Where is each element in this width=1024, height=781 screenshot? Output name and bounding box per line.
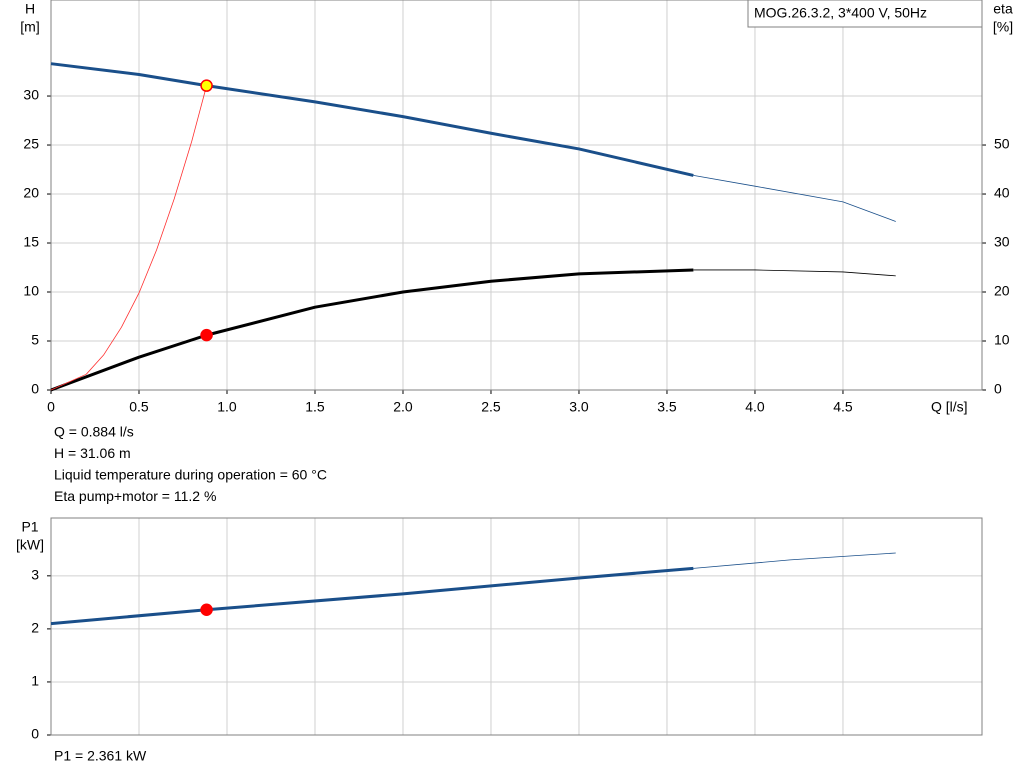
x-tick-label: 1.5 [305, 399, 325, 415]
curve [693, 269, 896, 277]
y2-tick-label: 30 [994, 234, 1010, 250]
y-tick-label: 3 [31, 567, 39, 583]
y2-tick-label: 10 [994, 332, 1010, 348]
y-tick-label: 15 [23, 234, 39, 250]
note: H = 31.06 m [54, 445, 131, 461]
y-tick-label: 2 [31, 620, 39, 636]
plot-frame [50, 0, 983, 391]
x-tick-label: 4.5 [833, 399, 853, 415]
duty-point [200, 79, 213, 92]
y-axis-label: [kW] [16, 537, 44, 553]
x-tick-label: 0 [47, 399, 55, 415]
title-box [747, 0, 983, 28]
curve [693, 175, 896, 222]
y2-tick-label: 40 [994, 185, 1010, 201]
x-tick-label: 2.5 [481, 399, 501, 415]
note: P1 = 2.361 kW [54, 748, 147, 764]
y-tick-label: 5 [31, 332, 39, 348]
y-tick-label: 20 [23, 185, 39, 201]
y-axis-label: H [25, 1, 35, 17]
x-tick-label: 3.0 [569, 399, 589, 415]
x-tick-label: 3.5 [657, 399, 677, 415]
note: Eta pump+motor = 11.2 % [54, 488, 216, 504]
x-tick-label: 2.0 [393, 399, 413, 415]
y-axis-label: P1 [21, 519, 38, 535]
y-tick-label: 0 [31, 381, 39, 397]
x-tick-label: 1.0 [217, 399, 237, 415]
curve [50, 268, 694, 392]
chart-title: MOG.26.3.2, 3*400 V, 50Hz [754, 5, 927, 21]
duty-point [200, 328, 213, 342]
curve [50, 566, 694, 626]
duty-point [200, 603, 213, 616]
curve [693, 552, 896, 569]
y-tick-label: 0 [31, 726, 39, 742]
y-tick-label: 10 [23, 283, 39, 299]
y2-tick-label: 50 [994, 136, 1010, 152]
y-tick-label: 30 [23, 87, 39, 103]
x-axis-label: Q [l/s] [931, 399, 968, 415]
y2-axis-label: eta [993, 1, 1013, 17]
x-tick-label: 0.5 [129, 399, 149, 415]
note: Q = 0.884 l/s [54, 424, 134, 440]
plot-frame [50, 517, 983, 736]
y-tick-label: 25 [23, 136, 39, 152]
curve [50, 85, 207, 391]
y2-tick-label: 20 [994, 283, 1010, 299]
y-axis-label: [m] [20, 19, 39, 35]
note: Liquid temperature during operation = 60… [54, 467, 327, 483]
y-tick-label: 1 [31, 673, 39, 689]
curve [50, 62, 694, 177]
x-tick-label: 4.0 [745, 399, 765, 415]
y2-axis-label: [%] [993, 19, 1013, 35]
y2-tick-label: 0 [994, 381, 1002, 397]
